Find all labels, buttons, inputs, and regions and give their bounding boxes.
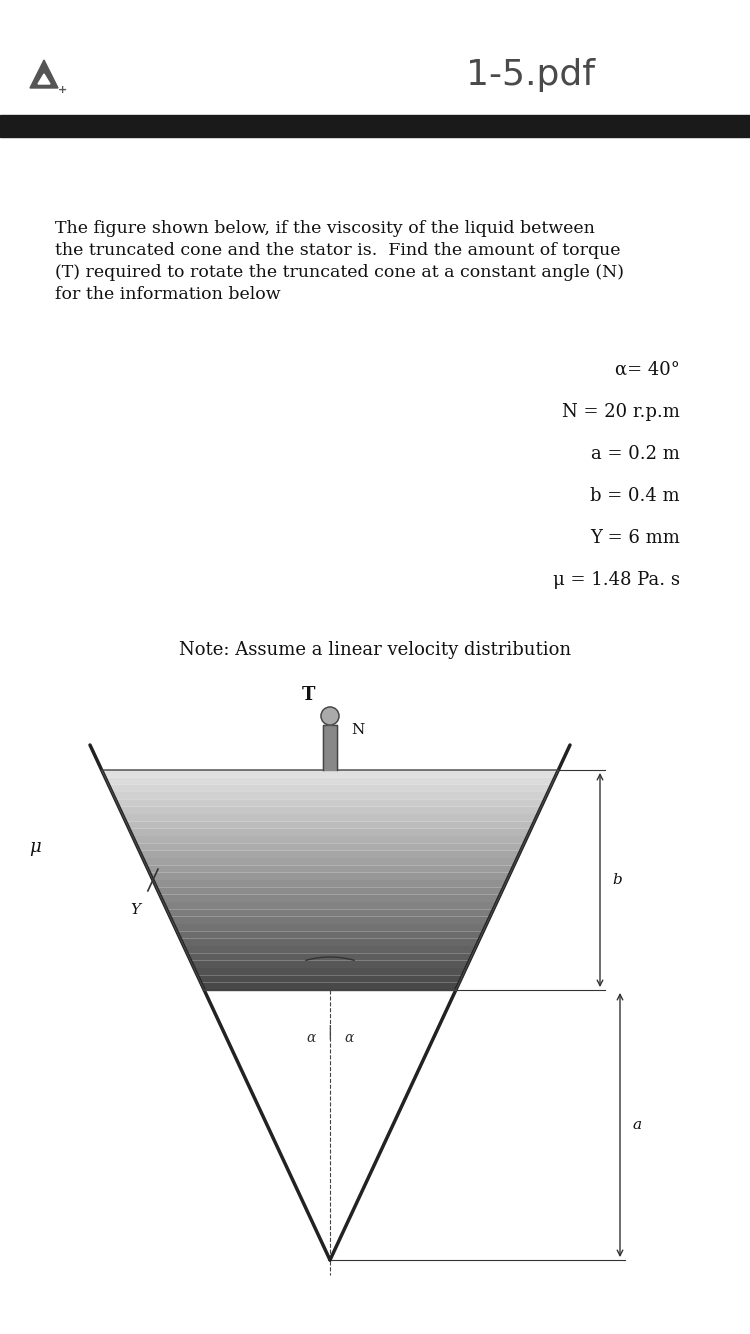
Text: |: | (328, 1025, 332, 1039)
Circle shape (321, 707, 339, 724)
Polygon shape (109, 784, 551, 792)
Text: a = 0.2 m: a = 0.2 m (591, 446, 680, 463)
Text: α: α (307, 1031, 316, 1045)
Text: N: N (351, 723, 364, 736)
Text: Y = 6 mm: Y = 6 mm (590, 530, 680, 547)
Polygon shape (30, 60, 58, 88)
Polygon shape (330, 744, 570, 1261)
Polygon shape (112, 792, 548, 799)
Text: μ: μ (29, 839, 40, 856)
Text: b = 0.4 m: b = 0.4 m (590, 487, 680, 506)
Polygon shape (197, 975, 463, 983)
Text: the truncated cone and the stator is.  Find the amount of torque: the truncated cone and the stator is. Fi… (55, 241, 620, 259)
Polygon shape (133, 836, 527, 843)
Polygon shape (142, 858, 518, 866)
Polygon shape (184, 946, 476, 954)
Bar (323, 724, 337, 770)
Polygon shape (177, 931, 483, 939)
Polygon shape (122, 814, 538, 822)
Polygon shape (105, 778, 555, 784)
Text: 1-5.pdf: 1-5.pdf (466, 57, 595, 92)
Bar (0, 115, 750, 137)
Polygon shape (166, 910, 494, 916)
Text: for the information below: for the information below (55, 285, 280, 303)
Text: N = 20 r.p.m: N = 20 r.p.m (562, 403, 680, 422)
Polygon shape (201, 983, 459, 990)
Polygon shape (102, 770, 558, 778)
Polygon shape (180, 939, 480, 946)
Text: Y: Y (130, 903, 140, 916)
Polygon shape (187, 954, 473, 960)
Polygon shape (125, 822, 535, 828)
Text: (T) required to rotate the truncated cone at a constant angle (N): (T) required to rotate the truncated con… (55, 264, 624, 281)
Text: μ = 1.48 Pa. s: μ = 1.48 Pa. s (553, 571, 680, 590)
Polygon shape (116, 799, 544, 807)
Polygon shape (170, 916, 490, 924)
Polygon shape (156, 887, 504, 895)
Polygon shape (129, 828, 531, 836)
Polygon shape (149, 872, 511, 880)
Text: a: a (632, 1118, 641, 1133)
Polygon shape (90, 744, 330, 1261)
Text: b: b (612, 872, 622, 887)
Text: The figure shown below, if the viscosity of the liquid between: The figure shown below, if the viscosity… (55, 220, 595, 237)
Polygon shape (146, 866, 514, 872)
Text: +: + (58, 85, 68, 95)
Text: T: T (302, 686, 315, 704)
Polygon shape (38, 73, 50, 84)
Polygon shape (173, 924, 487, 931)
Polygon shape (160, 895, 500, 902)
Polygon shape (118, 807, 542, 814)
Text: Note: Assume a linear velocity distribution: Note: Assume a linear velocity distribut… (179, 642, 571, 659)
Text: α: α (344, 1031, 353, 1045)
Polygon shape (136, 843, 524, 851)
Polygon shape (153, 880, 507, 887)
Text: α= 40°: α= 40° (615, 362, 680, 379)
Polygon shape (164, 902, 497, 910)
Polygon shape (190, 960, 470, 968)
Polygon shape (140, 851, 520, 858)
Polygon shape (194, 968, 466, 975)
